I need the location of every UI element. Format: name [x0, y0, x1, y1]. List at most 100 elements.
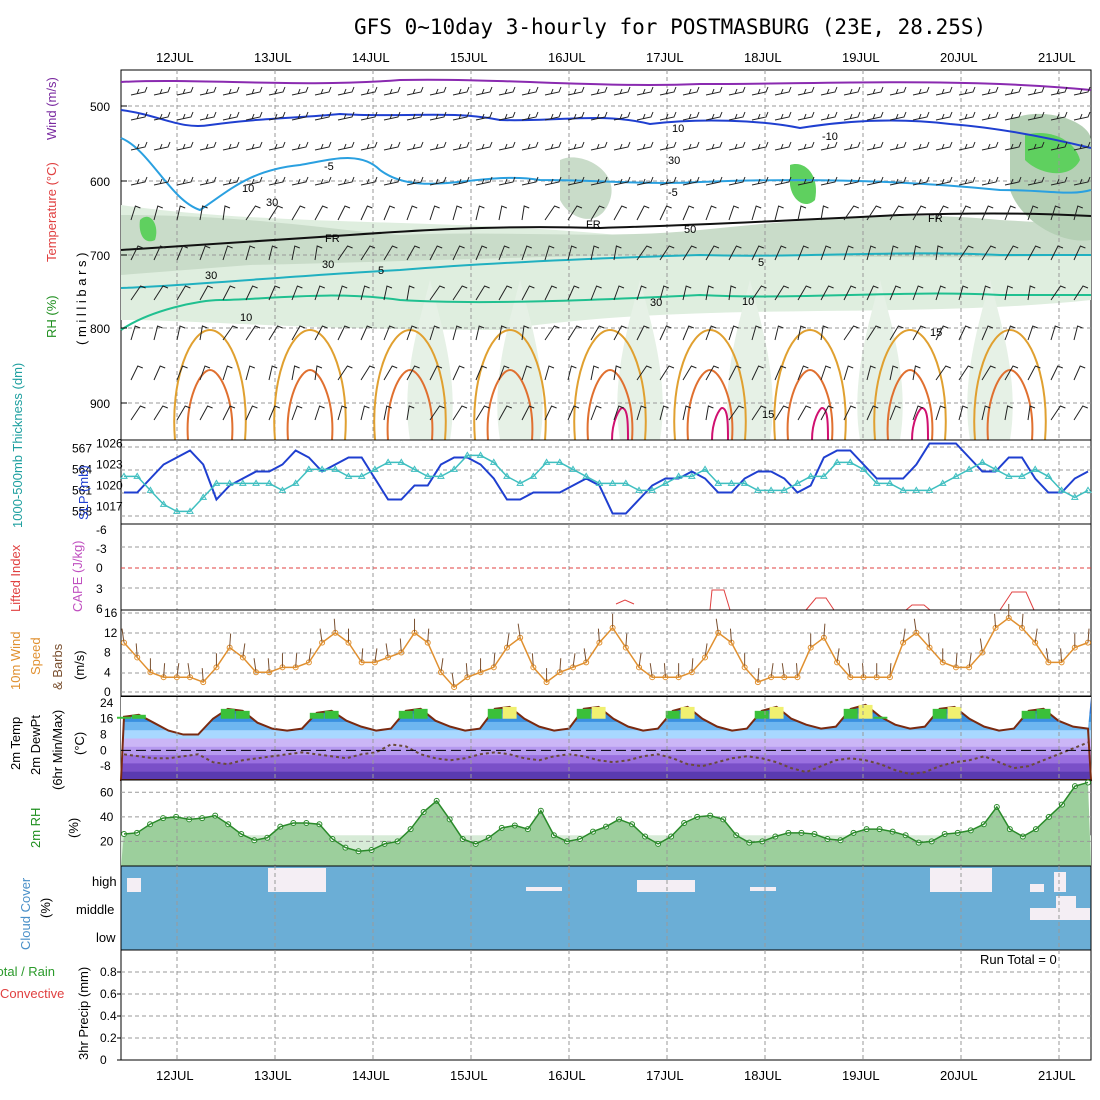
cloud-level-low: low: [96, 930, 116, 945]
wind-barb: [774, 325, 784, 341]
wind-barb: [866, 325, 882, 341]
wind-barb: [498, 285, 513, 301]
wind-barb: [797, 176, 815, 186]
wind-speed-line: [123, 617, 1089, 689]
wind-barb: [544, 111, 562, 121]
wind-barb: [935, 365, 951, 381]
wind-barb: [843, 176, 861, 186]
wind-barb: [176, 141, 194, 151]
contour-15: [873, 328, 947, 441]
wind-barb: [1004, 141, 1022, 151]
wind-barb: [130, 405, 146, 421]
wind-barb: [452, 405, 468, 421]
wind-barb-10m: [308, 648, 312, 663]
wind-barb: [222, 285, 236, 301]
wind-barb: [958, 325, 971, 341]
wind-barb: [797, 245, 809, 261]
wind-barb-10m: [770, 663, 774, 678]
wind-barb: [912, 365, 921, 381]
wind-barb: [1073, 365, 1086, 381]
wind-barb: [452, 285, 468, 301]
temp-high-fill: [591, 706, 606, 719]
wind-barb: [337, 285, 348, 301]
wind-barb: [544, 205, 560, 221]
wind-barb: [544, 285, 557, 301]
wind-barb-10m: [1087, 628, 1090, 643]
wind-barb: [314, 176, 332, 186]
wind-barb-10m: [862, 663, 865, 678]
wind-barb-10m: [691, 658, 694, 673]
wind-barb: [751, 86, 769, 96]
wind-barb-10m: [440, 658, 444, 673]
wind-barb: [337, 205, 351, 221]
wind-barb: [130, 205, 141, 221]
temp-high-fill: [398, 710, 413, 719]
ylabel-2m-dewpt: 2m DewPt: [28, 715, 43, 775]
temp-high-fill: [665, 710, 680, 719]
wind-barb: [1004, 176, 1022, 186]
wind-barb: [130, 325, 141, 341]
wind-barb: [521, 176, 539, 186]
wind-barb: [981, 205, 994, 221]
wind-barb: [1027, 86, 1045, 96]
slp-grid: [121, 440, 1091, 524]
wind-barb: [843, 285, 857, 301]
wind-barb: [866, 176, 884, 186]
wind-barb: [268, 245, 278, 261]
wind-barb: [383, 285, 393, 301]
wind-barb-10m: [757, 668, 760, 683]
wind-barb: [1004, 325, 1016, 341]
wind-barb-10m: [242, 643, 246, 658]
date-label-bottom: 12JUL: [156, 1068, 194, 1083]
temp-high-fill: [680, 706, 695, 719]
ylabel-temperature: Temperature (°C): [44, 162, 59, 262]
wind-barb: [130, 86, 148, 96]
contour-15: [573, 328, 647, 441]
wind-barb: [1050, 325, 1061, 341]
wind-barb: [751, 245, 764, 261]
wind-barb: [199, 245, 211, 261]
wind-barb: [728, 325, 739, 341]
wind-barb: [291, 141, 309, 151]
slp-tick: 1023: [96, 458, 123, 472]
wind-barb: [636, 111, 654, 121]
wind-barb-10m: [823, 623, 826, 638]
wind-barb: [751, 141, 769, 151]
precip-tick: 0.2: [100, 1031, 117, 1045]
chart-title: GFS 0~10day 3-hourly for POSTMASBURG (23…: [354, 15, 986, 39]
wind-barb: [820, 141, 838, 151]
wind-barb: [291, 405, 303, 421]
wind-barb-10m: [729, 628, 732, 643]
precip-tick: 0: [100, 1053, 107, 1067]
wind-barb: [567, 111, 585, 121]
contour-label: 15: [762, 409, 774, 421]
wind-barb: [337, 111, 355, 121]
wind-barb: [774, 205, 784, 221]
temp-high-fill: [843, 708, 858, 719]
lifted-index-segment: [615, 599, 635, 605]
wind-barb: [245, 141, 263, 151]
wind-barb: [360, 365, 375, 381]
li-tick: 3: [96, 582, 103, 596]
wind-barb: [245, 86, 263, 96]
wind-barb: [475, 86, 493, 96]
wind-barb: [728, 365, 742, 381]
wind-barb: [383, 176, 401, 186]
wind-barb: [544, 86, 562, 96]
wind-barb-10m: [493, 653, 496, 668]
wind-barb: [291, 325, 306, 341]
wind-barb: [383, 111, 401, 121]
lifted-index-segment: [999, 591, 1035, 611]
wind-barb: [682, 245, 697, 261]
wind-barb: [153, 141, 171, 151]
ylabel-thickness: 1000-500mb Thickness (dm): [10, 363, 25, 528]
wind-barb: [1004, 285, 1013, 301]
wind-barb: [751, 325, 762, 341]
wind-barb: [613, 111, 631, 121]
contour-label: FR: [928, 213, 943, 225]
wind-barb: [291, 111, 309, 121]
wind-barb: [866, 245, 876, 261]
cloud-block: [1056, 896, 1076, 920]
wind-barb: [659, 365, 675, 381]
